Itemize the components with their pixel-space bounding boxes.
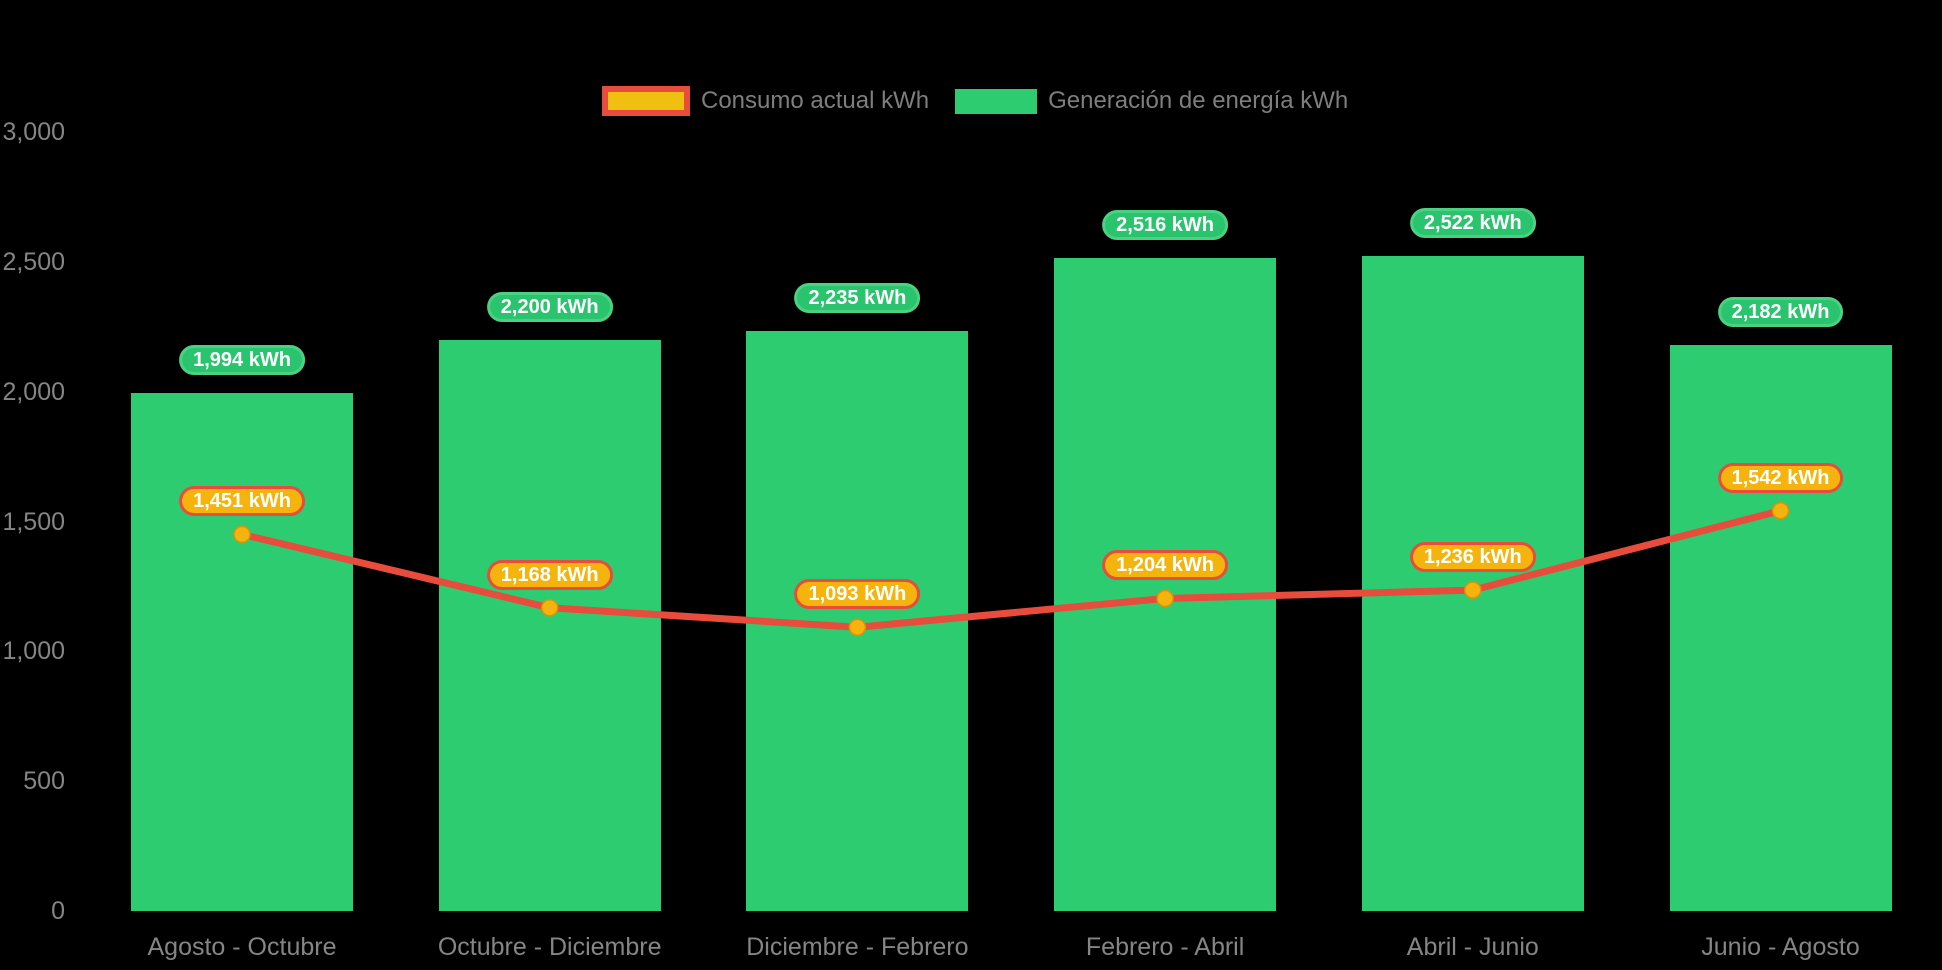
x-axis-category-label: Abril - Junio [1406,933,1539,961]
generacion-bar[interactable] [1669,344,1892,911]
consumo-value-badge: 1,542 kWh [1717,462,1844,493]
consumo-value-badge: 1,451 kWh [179,486,305,517]
consumo-line [238,507,1784,631]
generacion-value-badge: 2,516 kWh [1102,209,1229,240]
consumo-point[interactable] [1771,501,1790,520]
consumo-value-badge: 1,168 kWh [486,559,613,590]
x-axis-category-label: Junio - Agosto [1701,933,1860,961]
y-axis-tick-label: 1,000 [2,637,65,666]
consumo-point[interactable] [1156,589,1174,608]
generacion-bar[interactable] [1054,257,1277,911]
y-axis-tick-label: 3,000 [2,118,65,147]
x-axis-category-label: Octubre - Diciembre [437,933,662,961]
x-axis-category-label: Agosto - Octubre [147,933,337,961]
generacion-value-badge: 2,182 kWh [1717,296,1844,327]
x-axis-category-label: Diciembre - Febrero [746,933,969,961]
legend-label-consumo: Consumo actual kWh [701,87,930,114]
x-axis-category-label: Febrero - Abril [1085,933,1245,961]
legend-item-generacion-energia[interactable]: Generación de energía kWh [955,87,1348,115]
chart-legend: Consumo actual kWh Generación de energía… [602,86,1348,116]
y-axis-tick-label: 0 [51,897,65,925]
consumo-point[interactable] [233,525,251,544]
consumo-point[interactable] [848,618,867,637]
generacion-value-badge: 2,235 kWh [794,282,921,313]
generacion-bar[interactable] [438,339,661,911]
generacion-value-badge: 1,994 kWh [179,345,305,376]
legend-label-generacion: Generación de energía kWh [1048,87,1349,114]
generacion-value-badge: 2,200 kWh [486,291,613,322]
consumo-value-badge: 1,093 kWh [794,579,921,610]
y-axis-tick-label: 2,500 [2,248,65,276]
consumo-point[interactable] [1464,581,1482,599]
generacion-bar[interactable] [131,393,353,911]
y-axis-tick-label: 2,000 [2,377,65,406]
consumo-value-badge: 1,204 kWh [1102,550,1229,581]
y-axis-tick-label: 500 [23,767,65,796]
generacion-value-badge: 2,522 kWh [1409,208,1536,239]
legend-item-consumo-actual[interactable]: Consumo actual kWh [602,86,929,116]
y-axis-tick-label: 1,500 [2,507,65,536]
consumo-point[interactable] [540,599,559,617]
generacion-legend-swatch [955,88,1038,114]
consumo-legend-swatch [602,86,690,116]
consumo-value-badge: 1,236 kWh [1409,542,1536,573]
